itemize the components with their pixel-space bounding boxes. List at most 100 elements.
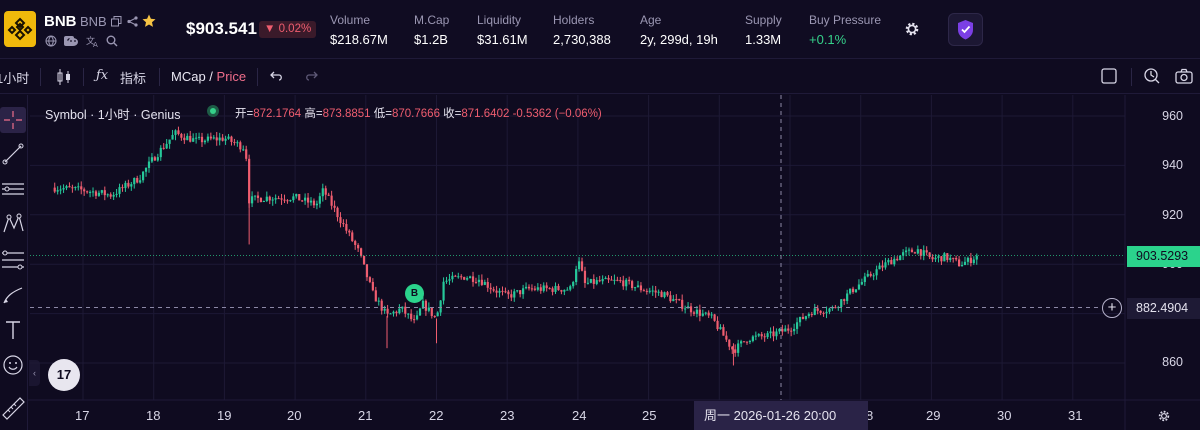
candle-body xyxy=(610,279,613,281)
candle-body xyxy=(716,320,719,330)
tradingview-logo[interactable]: 17 xyxy=(48,359,80,391)
redo-icon[interactable] xyxy=(304,70,318,82)
candle-body xyxy=(751,336,754,342)
candle-body xyxy=(118,187,121,194)
candle-body xyxy=(554,285,557,292)
candle-body xyxy=(748,341,752,343)
indicators-button[interactable]: 指标 xyxy=(120,71,147,86)
candle-body xyxy=(963,261,967,266)
stat-label: Holders xyxy=(553,13,595,27)
wallet-button[interactable] xyxy=(948,13,983,46)
copy-icon[interactable] xyxy=(111,16,122,27)
candle-body xyxy=(851,288,855,293)
candle-body xyxy=(530,288,534,290)
crosshair-tool-icon[interactable] xyxy=(0,107,26,133)
candle-body xyxy=(351,232,354,242)
candle-body xyxy=(439,300,442,313)
globe-icon[interactable] xyxy=(45,35,57,47)
candle-body xyxy=(339,217,342,224)
candle-body xyxy=(53,187,56,192)
candle-body xyxy=(398,308,401,314)
candle-body xyxy=(631,281,634,288)
replay-icon[interactable] xyxy=(1143,67,1161,85)
x-tick: 17 xyxy=(75,408,90,423)
candle-body xyxy=(342,223,345,225)
candle-body xyxy=(427,307,430,311)
translate-icon[interactable]: 文A xyxy=(86,35,99,47)
candle-body xyxy=(737,343,740,353)
candle-body xyxy=(91,191,95,193)
candle-body xyxy=(97,192,101,196)
chart-settings-icon[interactable] xyxy=(1157,409,1171,423)
candle-body xyxy=(884,262,887,268)
candle-body xyxy=(669,295,672,302)
candle-body xyxy=(309,200,313,203)
open-value: 872.1764 xyxy=(253,108,302,120)
brush-tool-icon[interactable] xyxy=(0,282,26,308)
candle-body xyxy=(200,136,204,143)
pattern-tool-icon[interactable] xyxy=(0,211,26,237)
candle-body xyxy=(156,157,159,161)
interval-selector[interactable]: 1小时 xyxy=(0,68,29,87)
candle-body xyxy=(301,200,304,202)
candle-body xyxy=(692,312,696,314)
collapse-toolbar-button[interactable]: ‹ xyxy=(29,360,40,386)
candle-body xyxy=(533,288,536,290)
camera-icon[interactable] xyxy=(1175,68,1193,84)
mcap-option[interactable]: MCap xyxy=(171,69,206,84)
candle-body xyxy=(227,136,230,139)
fib-tool-icon[interactable] xyxy=(0,247,26,273)
stat-value: 2y, 299d, 19h xyxy=(640,32,718,47)
candle-body xyxy=(192,138,195,142)
candle-body xyxy=(507,291,510,295)
candle-body xyxy=(354,241,357,245)
candle-body xyxy=(798,316,802,323)
candle-body xyxy=(616,279,619,281)
text-tool-icon[interactable] xyxy=(0,317,26,343)
undo-icon[interactable] xyxy=(270,70,284,82)
candle-body xyxy=(834,307,837,309)
candle-body xyxy=(386,308,389,314)
trendline-tool-icon[interactable] xyxy=(0,141,26,167)
candle-body xyxy=(893,258,896,265)
candle-body xyxy=(362,255,366,265)
candle-type-icon[interactable] xyxy=(56,68,72,86)
candle-body xyxy=(946,253,949,260)
horizontal-lines-tool-icon[interactable] xyxy=(0,176,26,202)
star-icon[interactable] xyxy=(142,14,156,28)
stat-value: $31.61M xyxy=(477,32,528,47)
candle-body xyxy=(934,257,937,260)
ruler-tool-icon[interactable] xyxy=(0,395,26,421)
candle-body xyxy=(707,312,710,316)
candles-layer xyxy=(53,126,978,366)
candle-body xyxy=(265,196,268,202)
fullscreen-icon[interactable] xyxy=(1101,68,1117,84)
chart-toolbar: 1小时 ƒx 指标 MCap / Price xyxy=(0,58,1200,94)
fx-icon: ƒx xyxy=(96,68,109,83)
add-alert-button[interactable]: + xyxy=(1102,298,1122,318)
candle-body xyxy=(374,290,377,302)
gear-icon[interactable] xyxy=(903,20,921,38)
candle-body xyxy=(268,196,271,201)
candle-body xyxy=(710,314,713,316)
share-icon[interactable] xyxy=(127,16,138,27)
candle-body xyxy=(684,308,687,310)
candle-body xyxy=(731,346,734,350)
pig-icon[interactable] xyxy=(67,35,79,47)
buy-marker[interactable]: B xyxy=(405,284,424,303)
stat-label: Age xyxy=(640,13,662,27)
candle-body xyxy=(619,280,622,282)
candle-body xyxy=(940,256,943,262)
candle-body xyxy=(966,257,970,262)
candle-body xyxy=(887,260,890,263)
close-value: 871.6402 xyxy=(461,108,510,120)
candle-body xyxy=(460,276,463,278)
candle-body xyxy=(180,134,183,138)
mcap-price-toggle[interactable]: MCap / Price xyxy=(171,69,246,84)
open-label: 开= xyxy=(235,108,254,120)
candle-body xyxy=(790,330,793,332)
price-option[interactable]: Price xyxy=(216,69,247,84)
search-icon[interactable] xyxy=(106,35,118,47)
emoji-tool-icon[interactable] xyxy=(0,352,26,378)
